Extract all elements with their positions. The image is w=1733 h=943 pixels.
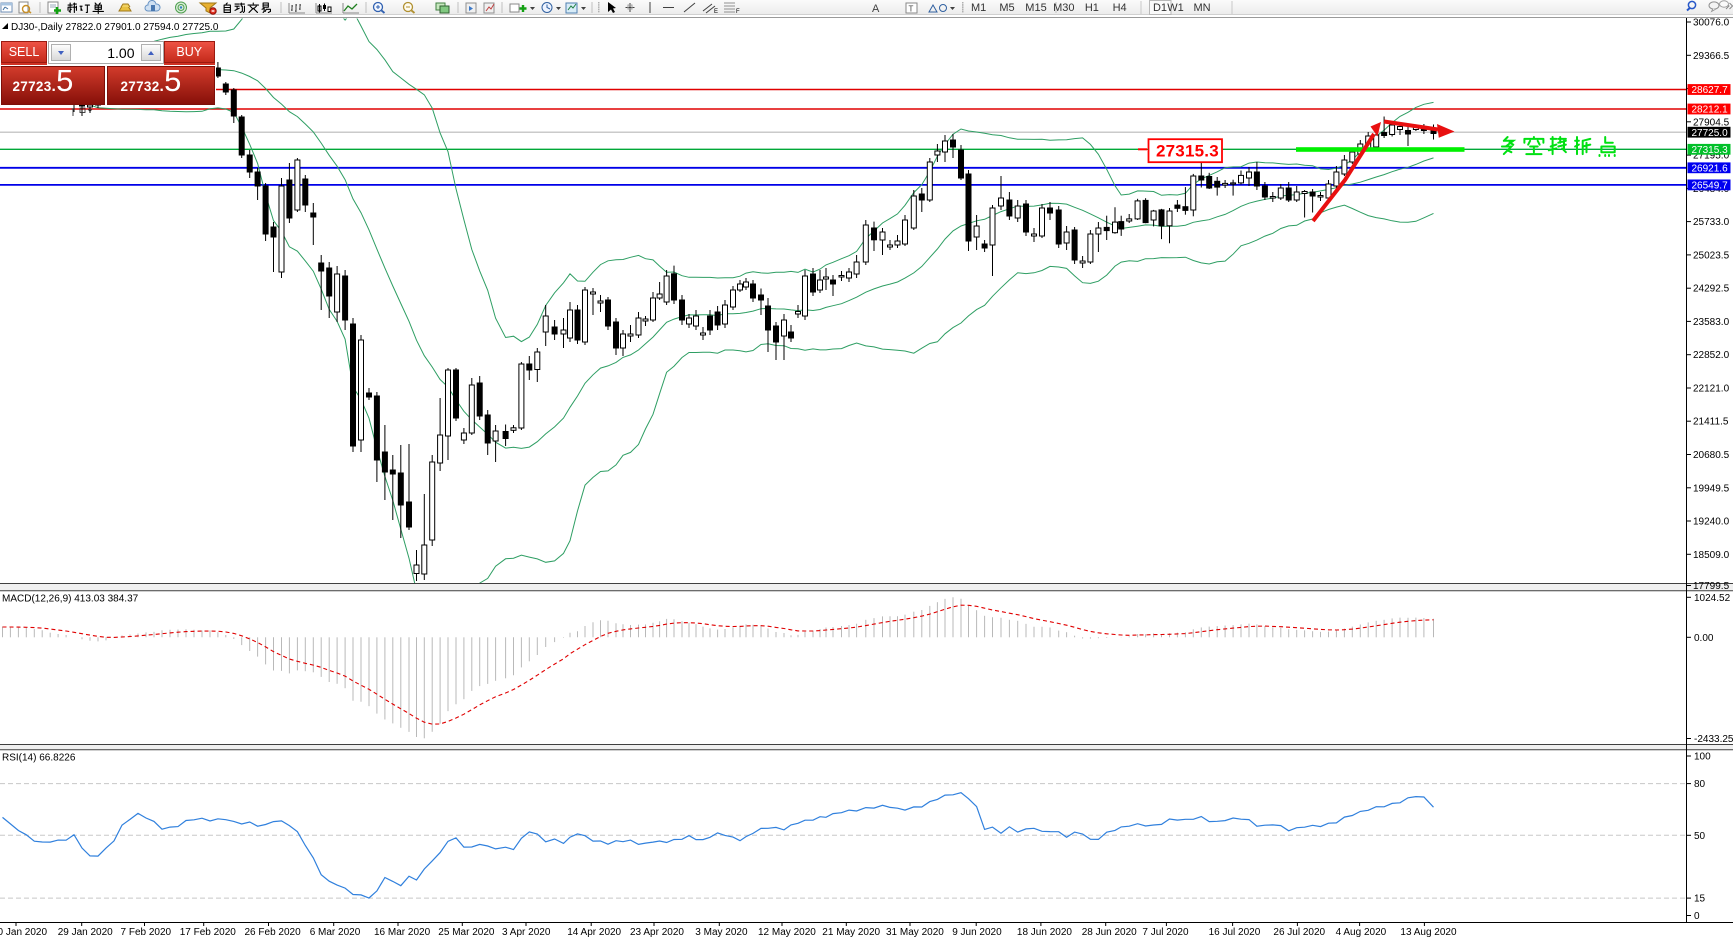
svg-text:T: T xyxy=(909,5,914,14)
svg-text:19240.0: 19240.0 xyxy=(1693,517,1730,528)
svg-text:28212.1: 28212.1 xyxy=(1692,105,1729,116)
svg-text:16 Mar 2020: 16 Mar 2020 xyxy=(374,927,431,938)
svg-text:0.00: 0.00 xyxy=(1694,633,1714,644)
svg-text:17 Feb 2020: 17 Feb 2020 xyxy=(180,927,237,938)
svg-text:MN: MN xyxy=(1193,2,1210,14)
svg-text:22852.0: 22852.0 xyxy=(1693,350,1730,361)
svg-text:0: 0 xyxy=(1694,911,1700,922)
svg-text:M30: M30 xyxy=(1053,2,1074,14)
svg-text:21 May 2020: 21 May 2020 xyxy=(822,927,880,938)
svg-text:30076.0: 30076.0 xyxy=(1693,18,1730,29)
svg-text:12 May 2020: 12 May 2020 xyxy=(758,927,816,938)
svg-text:23583.0: 23583.0 xyxy=(1693,317,1730,328)
svg-text:1024.52: 1024.52 xyxy=(1694,593,1731,604)
svg-text:26 Feb 2020: 26 Feb 2020 xyxy=(245,927,302,938)
svg-text:15: 15 xyxy=(1694,894,1706,905)
svg-text:27315.3: 27315.3 xyxy=(1692,145,1729,156)
svg-text:26921.6: 26921.6 xyxy=(1692,163,1729,174)
svg-text:14 Apr 2020: 14 Apr 2020 xyxy=(567,927,621,938)
svg-text:W1: W1 xyxy=(1167,2,1184,14)
svg-text:M1: M1 xyxy=(971,2,986,14)
svg-text:29 Jan 2020: 29 Jan 2020 xyxy=(58,927,113,938)
svg-text:E: E xyxy=(714,9,718,15)
svg-text:25733.0: 25733.0 xyxy=(1693,217,1730,228)
svg-text:20 Jan 2020: 20 Jan 2020 xyxy=(0,927,47,938)
svg-text:25 Mar 2020: 25 Mar 2020 xyxy=(438,927,495,938)
svg-text:M5: M5 xyxy=(999,2,1014,14)
svg-text:20680.5: 20680.5 xyxy=(1693,450,1730,461)
svg-text:7 Feb 2020: 7 Feb 2020 xyxy=(121,927,172,938)
svg-text:9 Jun 2020: 9 Jun 2020 xyxy=(952,927,1002,938)
svg-text:23 Apr 2020: 23 Apr 2020 xyxy=(630,927,684,938)
svg-text:H1: H1 xyxy=(1085,2,1099,14)
svg-text:D1: D1 xyxy=(1153,2,1167,14)
svg-text:F: F xyxy=(736,9,740,15)
svg-text:16 Jul 2020: 16 Jul 2020 xyxy=(1209,927,1261,938)
svg-text:RSI(14) 66.8226: RSI(14) 66.8226 xyxy=(2,753,76,764)
svg-text:21411.5: 21411.5 xyxy=(1693,417,1729,428)
svg-text:18509.0: 18509.0 xyxy=(1693,550,1730,561)
svg-text:26 Jul 2020: 26 Jul 2020 xyxy=(1273,927,1325,938)
svg-text:H4: H4 xyxy=(1113,2,1127,14)
svg-text:MACD(12,26,9) 413.03 384.37: MACD(12,26,9) 413.03 384.37 xyxy=(2,594,139,605)
svg-text:25023.5: 25023.5 xyxy=(1693,250,1730,261)
svg-text:27725.0: 27725.0 xyxy=(1692,128,1729,139)
svg-text:50: 50 xyxy=(1694,831,1706,842)
svg-text:27195.0: 27195.0 xyxy=(1693,151,1730,162)
svg-text:19949.5: 19949.5 xyxy=(1693,483,1730,494)
svg-text:80: 80 xyxy=(1694,779,1706,790)
svg-text:28627.7: 28627.7 xyxy=(1692,85,1729,96)
svg-text:A: A xyxy=(872,3,880,15)
svg-text:31 May 2020: 31 May 2020 xyxy=(886,927,944,938)
svg-text:29366.5: 29366.5 xyxy=(1693,51,1730,62)
svg-text:26549.7: 26549.7 xyxy=(1692,181,1729,192)
svg-text:DJ30-,Daily 27822.0 27901.0 2: DJ30-,Daily 27822.0 27901.0 27594.0 2772… xyxy=(11,22,219,33)
svg-text:27904.5: 27904.5 xyxy=(1693,117,1730,128)
svg-text:17799.5: 17799.5 xyxy=(1693,581,1730,592)
svg-text:18 Jun 2020: 18 Jun 2020 xyxy=(1017,927,1072,938)
svg-text:28 Jun 2020: 28 Jun 2020 xyxy=(1082,927,1137,938)
svg-text:27315.3: 27315.3 xyxy=(1156,142,1219,161)
svg-text:100: 100 xyxy=(1694,752,1711,763)
svg-text:3 Apr 2020: 3 Apr 2020 xyxy=(502,927,551,938)
svg-text:22121.0: 22121.0 xyxy=(1693,384,1730,395)
svg-text:M15: M15 xyxy=(1025,2,1046,14)
svg-text:4 Aug 2020: 4 Aug 2020 xyxy=(1336,927,1387,938)
svg-text:6 Mar 2020: 6 Mar 2020 xyxy=(310,927,361,938)
svg-text:-2433.25: -2433.25 xyxy=(1694,734,1733,745)
svg-text:24292.5: 24292.5 xyxy=(1693,284,1730,295)
svg-text:3 May 2020: 3 May 2020 xyxy=(695,927,748,938)
svg-text:7 Jul 2020: 7 Jul 2020 xyxy=(1142,927,1189,938)
svg-text:13 Aug 2020: 13 Aug 2020 xyxy=(1400,927,1457,938)
